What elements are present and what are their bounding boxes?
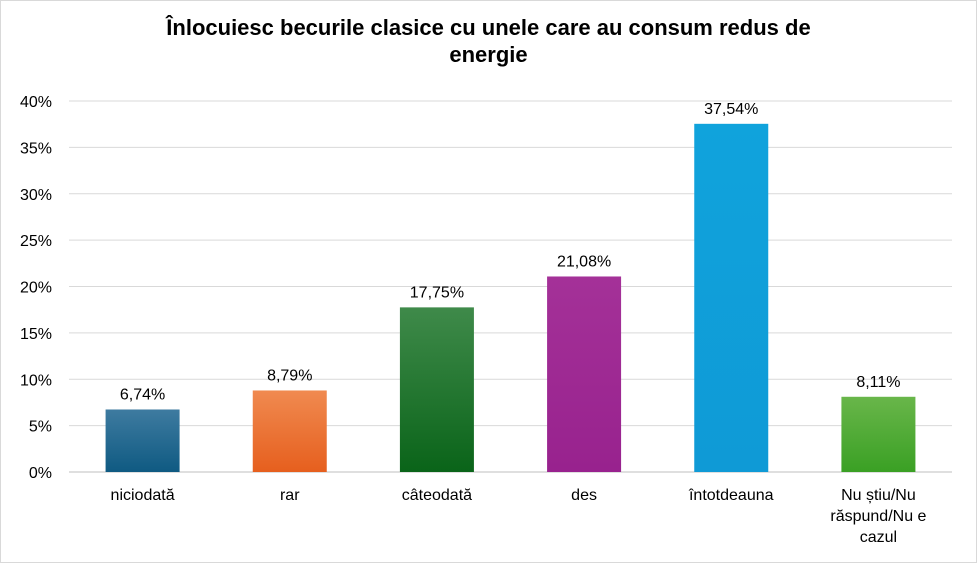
x-tick-label: câteodată (402, 487, 472, 504)
bar (694, 123, 769, 472)
bar (399, 307, 474, 472)
chart-title: Înlocuiesc becurile clasice cu unele car… (0, 14, 977, 68)
y-tick-label: 10% (20, 372, 52, 389)
y-tick-label: 20% (20, 280, 52, 297)
x-tick-label: des (571, 487, 597, 504)
y-tick-label: 40% (20, 94, 52, 111)
data-label: 8,79% (267, 367, 312, 384)
x-tick-label: niciodată (111, 487, 175, 504)
x-tick-label: rar (280, 487, 300, 504)
y-tick-label: 30% (20, 187, 52, 204)
y-tick-label: 25% (20, 233, 52, 250)
data-label: 21,08% (557, 253, 611, 270)
x-tick-label: întotdeauna (688, 487, 774, 504)
chart-title-line-2: energie (449, 42, 528, 67)
bar (252, 390, 327, 472)
data-label: 17,75% (410, 284, 464, 301)
x-tick-label: Nu știu/Nu răspund/Nu e cazul (830, 487, 926, 546)
chart-title-line-1: Înlocuiesc becurile clasice cu unele car… (166, 15, 811, 40)
bar (841, 396, 916, 472)
bar (105, 409, 180, 472)
bar (547, 276, 622, 472)
y-tick-label: 15% (20, 326, 52, 343)
data-label: 8,11% (856, 374, 900, 391)
y-tick-label: 35% (20, 140, 52, 157)
data-label: 6,74% (120, 386, 165, 403)
y-tick-label: 5% (29, 419, 52, 436)
y-tick-label: 0% (29, 465, 52, 482)
data-label: 37,54% (704, 101, 758, 118)
